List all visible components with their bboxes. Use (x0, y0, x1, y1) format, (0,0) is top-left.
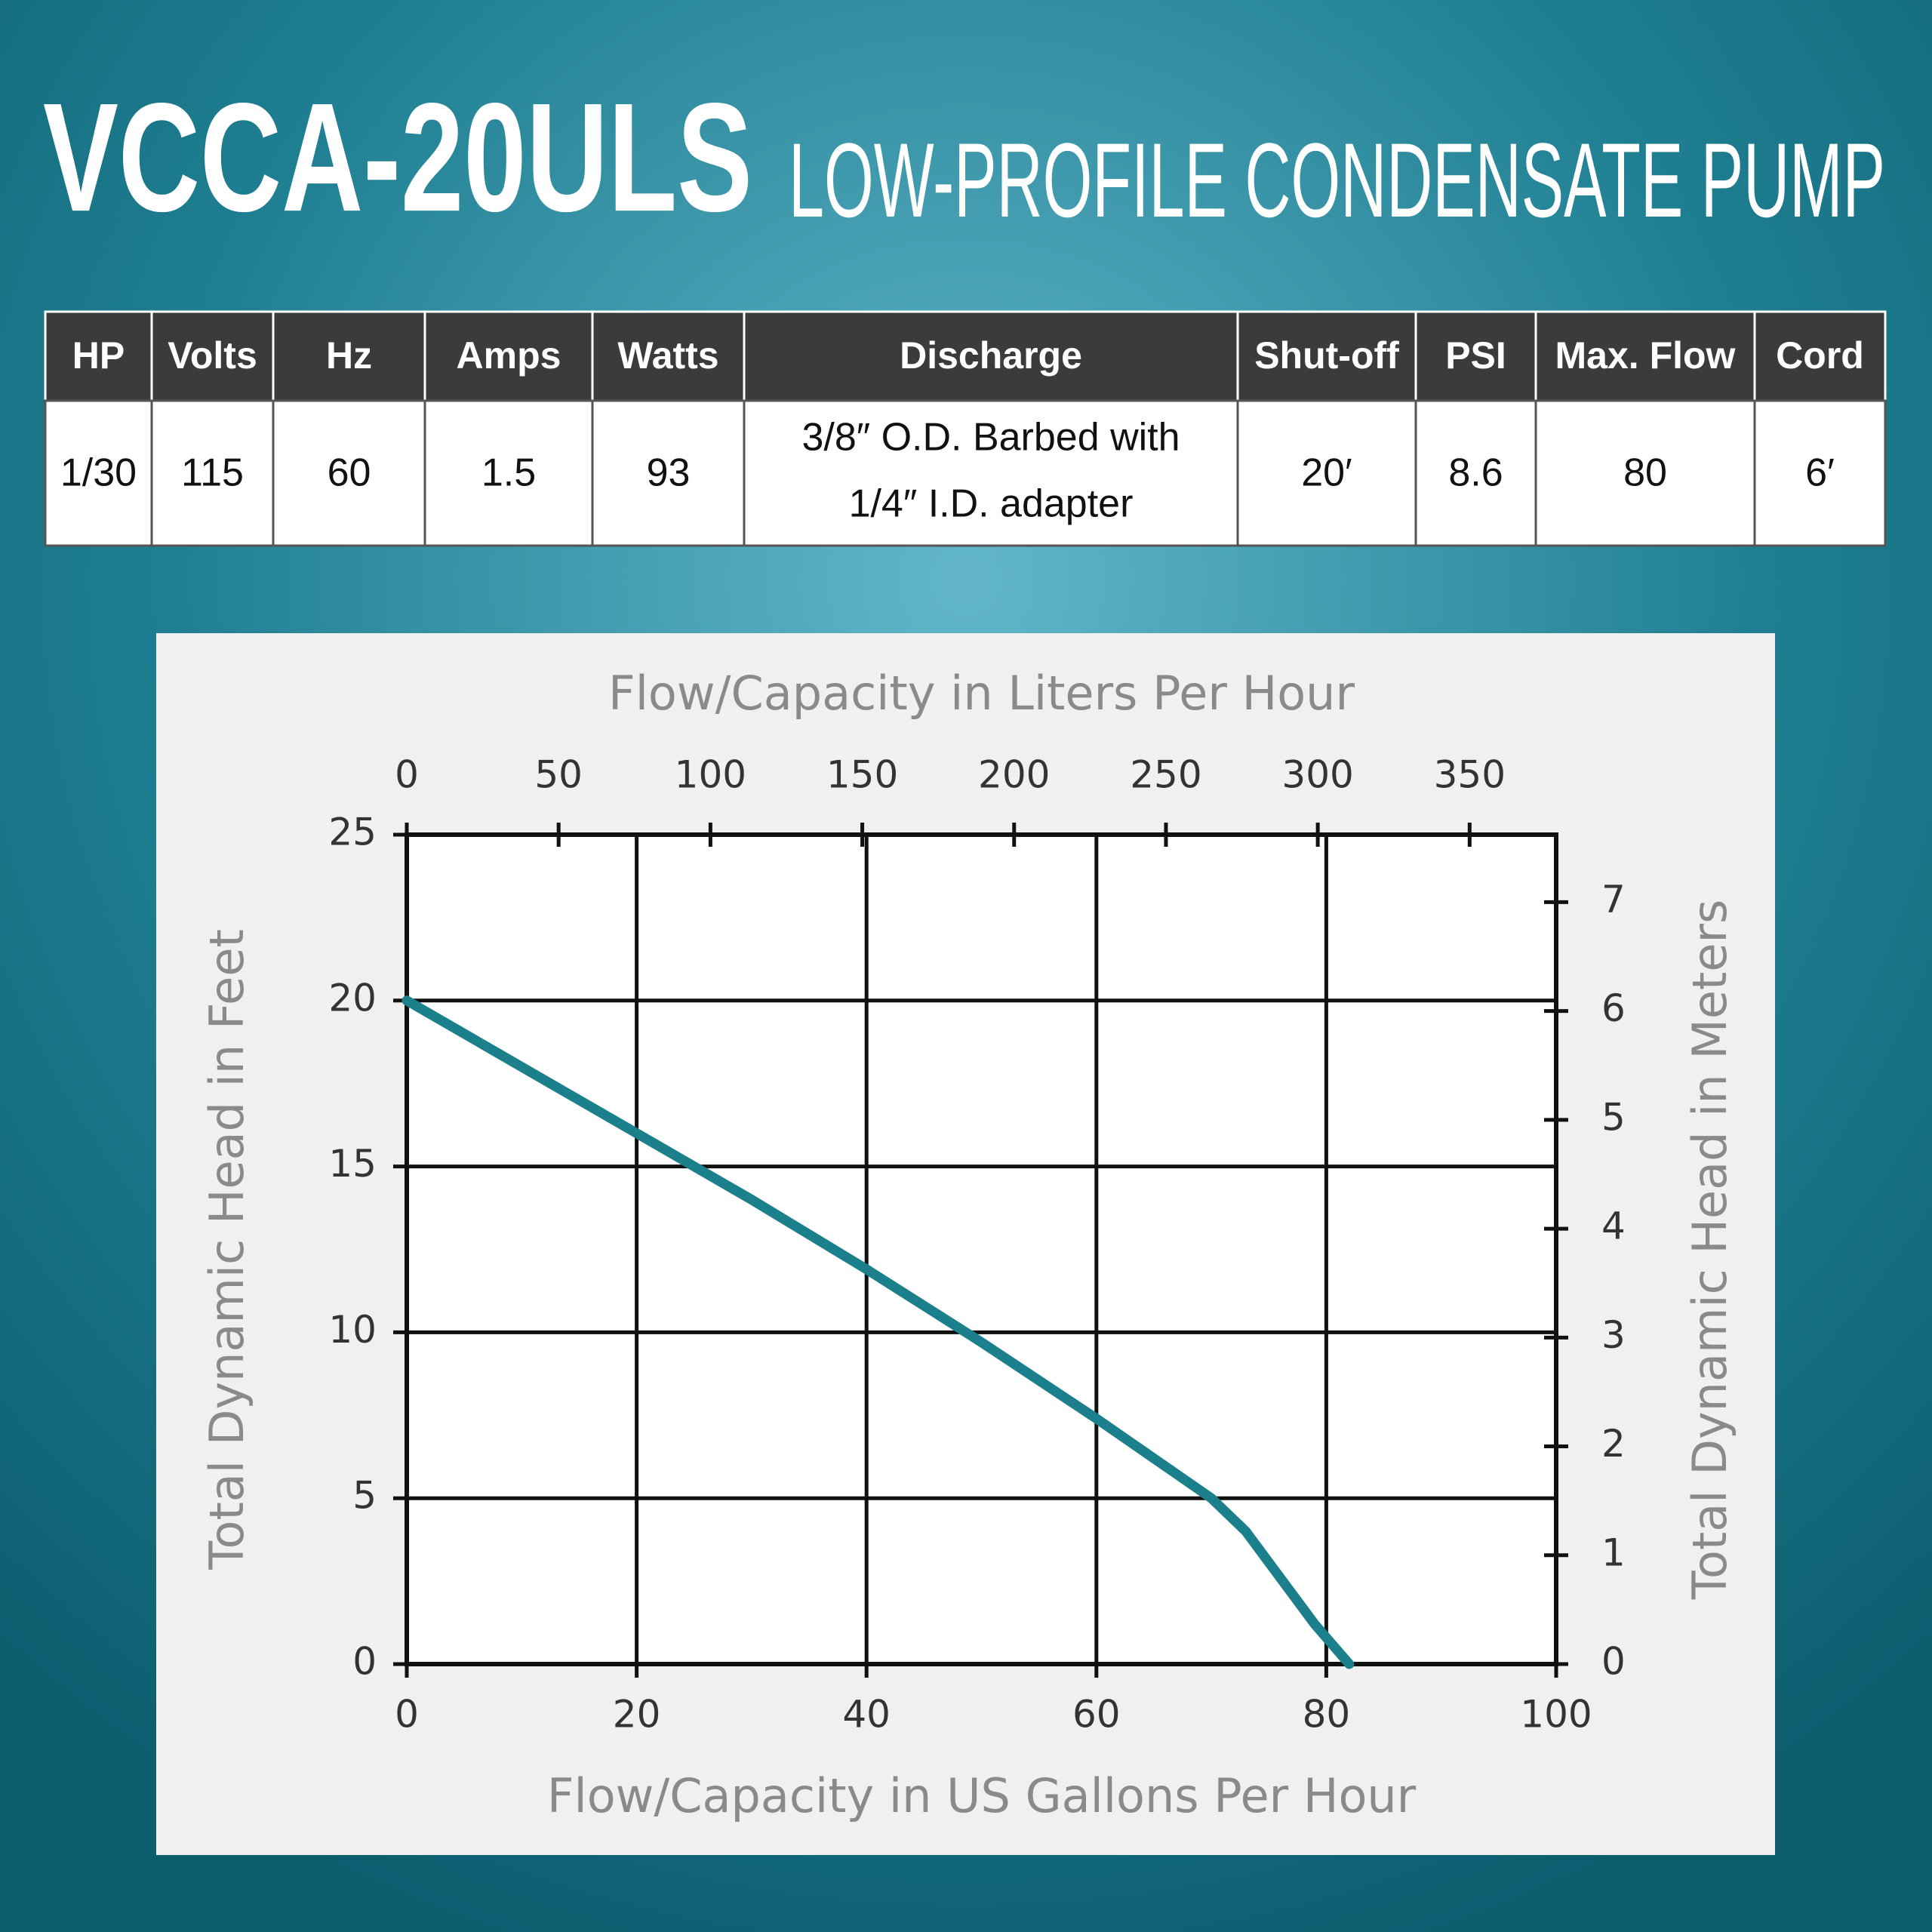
cell-text: 6′ (1805, 451, 1835, 495)
x2-axis-title: Flow/Capacity in Liters Per Hour (608, 666, 1355, 721)
x-tick-label: 60 (1072, 1693, 1121, 1737)
body-cell (1753, 399, 1887, 547)
x2-tick-label: 100 (675, 753, 746, 797)
x2-tick-label: 150 (826, 753, 898, 797)
y2-tick-label: 7 (1601, 878, 1626, 921)
performance-curve (401, 995, 1355, 1669)
cell-text: 60 (328, 451, 371, 495)
x-tick-label: 40 (842, 1693, 891, 1737)
y2-tick-label: 2 (1601, 1422, 1626, 1466)
body-cell (743, 399, 1239, 547)
header-cell (1753, 310, 1887, 402)
x-axis-title: Flow/Capacity in US Gallons Per Hour (547, 1768, 1417, 1823)
header-cell (1414, 310, 1537, 402)
body-cell (1414, 399, 1537, 547)
x2-tick-label: 350 (1434, 753, 1506, 797)
body-cell (1236, 399, 1417, 547)
column-header: PSI (1445, 334, 1506, 377)
body-cell (591, 399, 746, 547)
column-header: Hz (326, 334, 372, 377)
header-cell (1534, 310, 1756, 402)
column-header: Shut-off (1254, 334, 1399, 377)
y-axis-title: Total Dynamic Head in Feet (199, 929, 254, 1571)
x2-tick-label: 0 (395, 753, 419, 797)
column-header: Max. Flow (1555, 334, 1736, 377)
x-tick-label: 0 (395, 1693, 419, 1737)
body-cell (44, 399, 153, 547)
header-cell (591, 310, 746, 402)
x2-tick-label: 200 (978, 753, 1050, 797)
y-tick-label: 25 (328, 811, 377, 854)
x-tick-label: 80 (1303, 1693, 1351, 1737)
y2-tick-label: 1 (1601, 1531, 1626, 1574)
body-cell (1534, 399, 1756, 547)
plot-area (405, 832, 1558, 1666)
product-subtitle: LOW-PROFILE CONDENSATE PUMP (789, 121, 1885, 239)
x2-tick-label: 50 (534, 753, 583, 797)
column-header: Amps (457, 334, 561, 377)
y-tick-label: 20 (328, 976, 377, 1020)
cell-text: 1/4″ I.D. adapter (849, 482, 1134, 526)
cell-text: 93 (647, 451, 691, 495)
cell-text: 20′ (1301, 451, 1352, 495)
cell-text: 3/8″ O.D. Barbed with (801, 416, 1180, 460)
y-tick-label: 10 (328, 1308, 377, 1352)
column-header: Cord (1776, 334, 1864, 377)
cell-text: 8.6 (1448, 451, 1503, 495)
header-cell (150, 310, 275, 402)
y-tick-label: 15 (328, 1142, 377, 1186)
spec-table: HP 1/30 Volts 115 Hz 60 Amps 1.5 Watts 93 Discharg… (44, 310, 1887, 547)
y2-tick-label: 4 (1601, 1204, 1626, 1248)
header-cell (1236, 310, 1417, 402)
cell-text: 80 (1623, 451, 1667, 495)
body-cell (272, 399, 426, 547)
header-cell (44, 310, 153, 402)
x2-tick-label: 300 (1281, 753, 1353, 797)
y-tick-label: 5 (352, 1474, 377, 1518)
cell-text: 1/30 (60, 451, 137, 495)
y2-tick-label: 5 (1601, 1095, 1626, 1139)
y2-tick-label: 6 (1601, 986, 1626, 1030)
x2-tick-label: 250 (1130, 753, 1201, 797)
column-header: Volts (168, 334, 257, 377)
y2-axis-title: Total Dynamic Head in Meters (1682, 900, 1737, 1601)
product-title: VCCA-20ULS (43, 71, 752, 244)
cell-text: 1.5 (481, 451, 536, 495)
column-header: Discharge (900, 334, 1082, 377)
body-cell (423, 399, 594, 547)
column-header: Watts (617, 334, 718, 377)
x-tick-label: 100 (1520, 1693, 1592, 1737)
cell-text: 115 (181, 451, 244, 495)
y-tick-label: 0 (352, 1640, 377, 1684)
x-tick-label: 20 (613, 1693, 661, 1737)
body-cell (150, 399, 275, 547)
y2-tick-label: 3 (1601, 1313, 1626, 1357)
y2-tick-label: 0 (1601, 1640, 1626, 1684)
column-header: HP (72, 334, 125, 377)
